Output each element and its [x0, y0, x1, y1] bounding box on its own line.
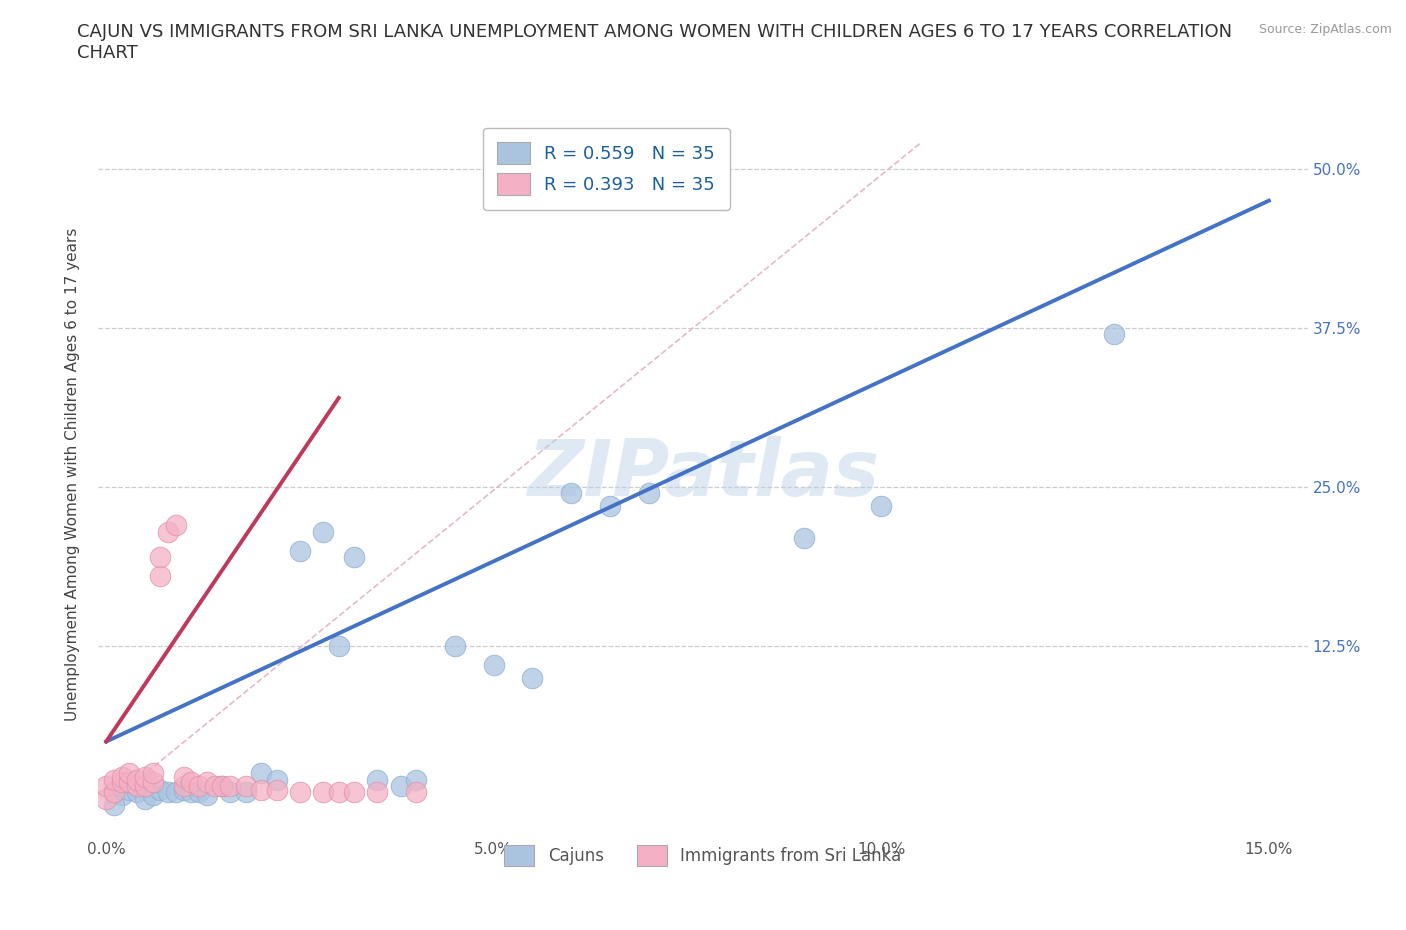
Point — [149, 782, 172, 797]
Point — [204, 778, 226, 793]
Point — [111, 775, 134, 790]
Point — [312, 525, 335, 539]
Point — [96, 778, 118, 793]
Point — [118, 775, 141, 790]
Point — [366, 785, 388, 800]
Point — [188, 778, 211, 793]
Point — [235, 778, 257, 793]
Text: ZIPatlas: ZIPatlas — [527, 436, 879, 512]
Point — [118, 766, 141, 781]
Point — [142, 766, 165, 781]
Point — [157, 525, 180, 539]
Point — [134, 770, 156, 785]
Point — [134, 791, 156, 806]
Point — [211, 778, 233, 793]
Point — [522, 671, 544, 685]
Point — [195, 775, 218, 790]
Point — [328, 785, 350, 800]
Point — [173, 778, 195, 793]
Point — [250, 782, 273, 797]
Point — [870, 498, 893, 513]
Point — [235, 785, 257, 800]
Point — [405, 785, 427, 800]
Point — [219, 778, 242, 793]
Point — [127, 772, 149, 787]
Point — [366, 772, 388, 787]
Point — [560, 486, 582, 501]
Point — [96, 791, 118, 806]
Point — [343, 785, 366, 800]
Point — [1102, 326, 1125, 341]
Point — [103, 785, 125, 800]
Point — [165, 518, 187, 533]
Point — [444, 639, 467, 654]
Point — [142, 775, 165, 790]
Point — [149, 568, 172, 583]
Point — [180, 785, 202, 800]
Point — [118, 782, 141, 797]
Point — [157, 785, 180, 800]
Text: CAJUN VS IMMIGRANTS FROM SRI LANKA UNEMPLOYMENT AMONG WOMEN WITH CHILDREN AGES 6: CAJUN VS IMMIGRANTS FROM SRI LANKA UNEMP… — [77, 23, 1233, 62]
Point — [188, 785, 211, 800]
Point — [173, 770, 195, 785]
Point — [637, 486, 659, 501]
Point — [103, 798, 125, 813]
Text: Source: ZipAtlas.com: Source: ZipAtlas.com — [1258, 23, 1392, 36]
Point — [312, 785, 335, 800]
Point — [195, 788, 218, 803]
Point — [149, 550, 172, 565]
Point — [328, 639, 350, 654]
Point — [142, 788, 165, 803]
Y-axis label: Unemployment Among Women with Children Ages 6 to 17 years: Unemployment Among Women with Children A… — [65, 228, 80, 721]
Point — [165, 785, 187, 800]
Point — [134, 778, 156, 793]
Point — [111, 788, 134, 803]
Point — [250, 766, 273, 781]
Point — [173, 782, 195, 797]
Point — [793, 530, 815, 545]
Point — [180, 775, 202, 790]
Point — [482, 658, 505, 672]
Point — [266, 782, 288, 797]
Point — [127, 778, 149, 793]
Point — [389, 778, 412, 793]
Point — [343, 550, 366, 565]
Legend: Cajuns, Immigrants from Sri Lanka: Cajuns, Immigrants from Sri Lanka — [498, 839, 908, 872]
Point — [599, 498, 621, 513]
Point — [127, 785, 149, 800]
Point — [405, 772, 427, 787]
Point — [219, 785, 242, 800]
Point — [103, 772, 125, 787]
Point — [211, 778, 233, 793]
Point — [288, 543, 311, 558]
Point — [111, 770, 134, 785]
Point — [266, 772, 288, 787]
Point — [103, 785, 125, 800]
Point — [288, 785, 311, 800]
